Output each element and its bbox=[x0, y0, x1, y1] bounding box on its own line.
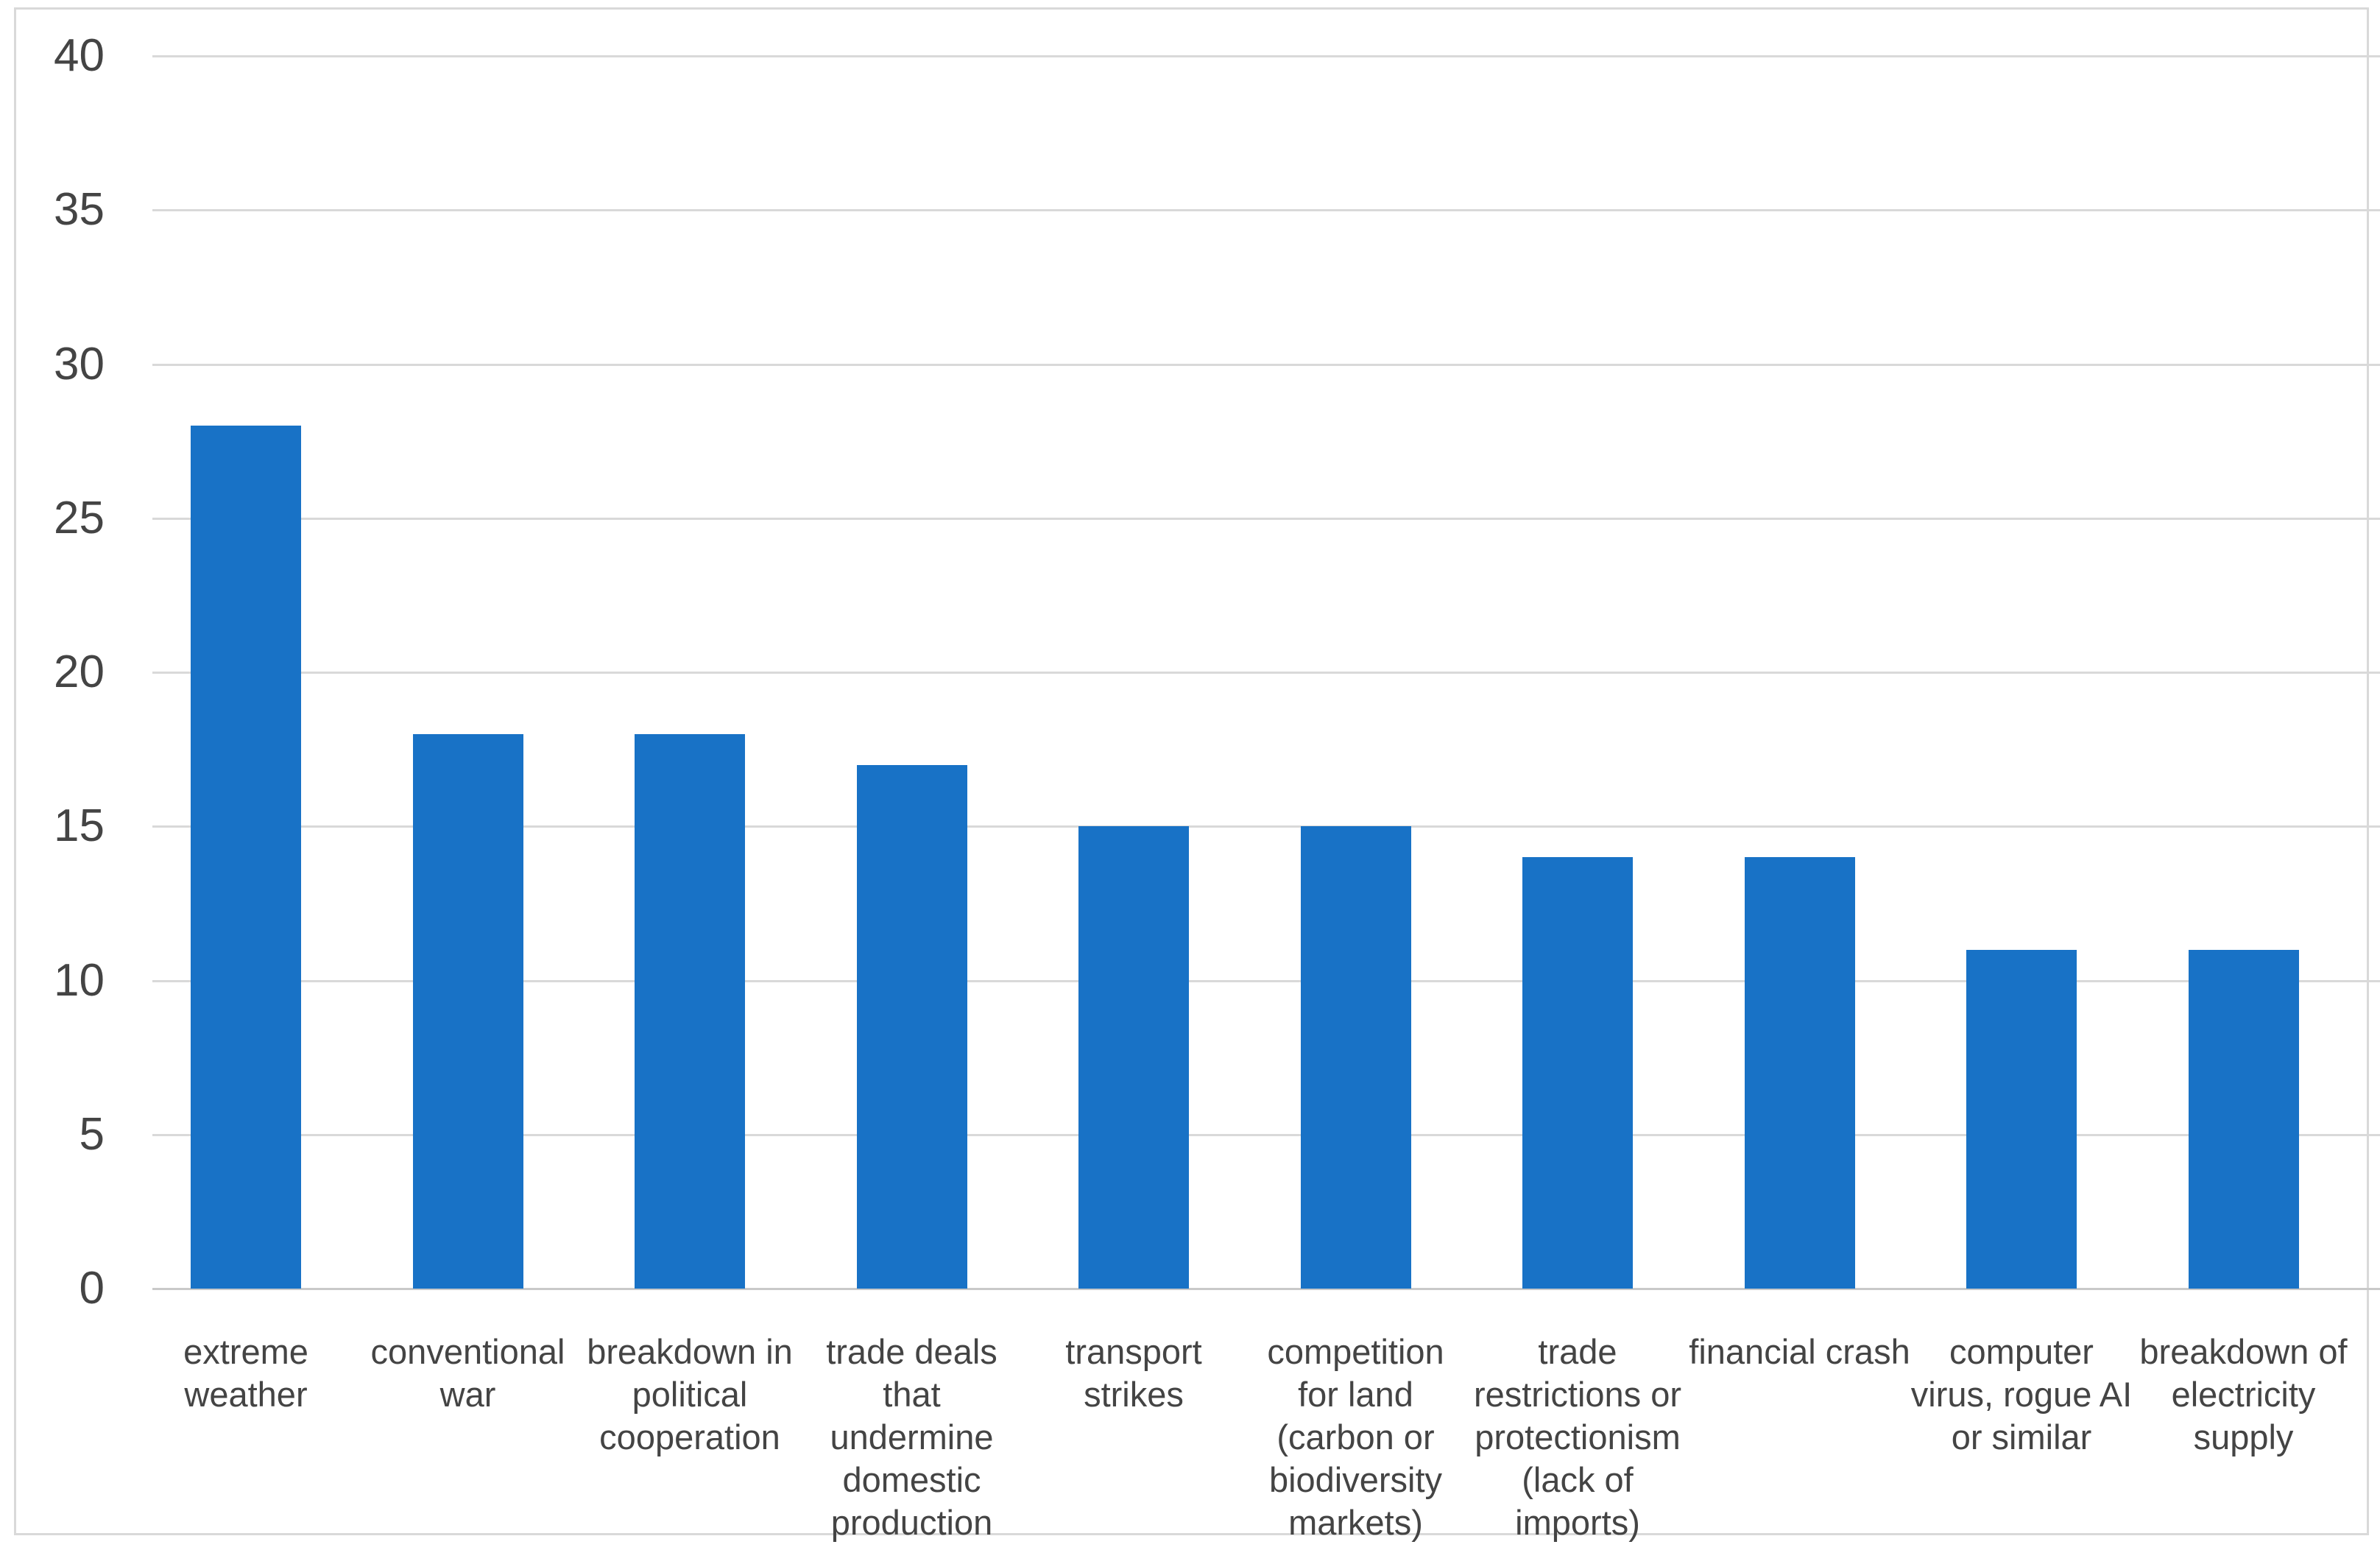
bar-breakdown-of-electricity-supply bbox=[2188, 949, 2299, 1289]
y-axis-tick-label-30: 30 bbox=[54, 338, 105, 390]
y-axis-tick-label-5: 5 bbox=[79, 1108, 105, 1160]
x-axis-tick-label-7: trade restrictions or protectionism (lac… bbox=[1473, 1332, 1682, 1542]
y-axis-tick-label-40: 40 bbox=[54, 30, 105, 81]
x-axis-tick-label-2: conventional war bbox=[370, 1332, 565, 1414]
bar-trade-deals-that-undermine-domestic-production bbox=[856, 764, 967, 1289]
y-axis-tick-label-15: 15 bbox=[54, 800, 105, 852]
gridline-y-5 bbox=[152, 1133, 2380, 1136]
gridline-y-30 bbox=[152, 363, 2380, 366]
bar-financial-crash bbox=[1744, 857, 1855, 1289]
y-axis-tick-label-35: 35 bbox=[54, 184, 105, 236]
bar-transport-strikes bbox=[1078, 826, 1189, 1289]
y-axis-tick-label-25: 25 bbox=[54, 492, 105, 543]
y-axis-tick-label-20: 20 bbox=[54, 647, 105, 697]
x-axis-tick-label-8: financial crash bbox=[1689, 1332, 1910, 1371]
bar-trade-restrictions-or-protectionism-lack-of-imports bbox=[1522, 857, 1633, 1289]
gridline-y-20 bbox=[152, 672, 2380, 674]
gridline-y-15 bbox=[152, 825, 2380, 828]
bar-competition-for-land-carbon-or-biodiversity-markets bbox=[1300, 826, 1411, 1289]
gridline-y-10 bbox=[152, 979, 2380, 982]
chart-frame: 0 5 10 15 20 25 30 35 40 extreme weather conventio… bbox=[14, 7, 2380, 1542]
x-axis-tick-label-3: breakdown in political cooperation bbox=[587, 1332, 793, 1456]
gridline-y-25 bbox=[152, 517, 2380, 520]
bar-breakdown-in-political-cooperation bbox=[635, 733, 745, 1289]
x-axis-tick-label-6: competition for land (carbon or biodiver… bbox=[1267, 1332, 1444, 1542]
bar-computer-virus-rogue-ai-or-similar bbox=[1966, 949, 2077, 1289]
y-axis-tick-label-0: 0 bbox=[79, 1263, 105, 1314]
x-axis-tick-label-10: breakdown of electricity supply bbox=[2139, 1332, 2348, 1456]
y-axis-tick-label-10: 10 bbox=[54, 954, 105, 1006]
x-axis-tick-label-4: trade deals that undermine domestic prod… bbox=[826, 1332, 997, 1542]
gridline-y-40 bbox=[152, 55, 2380, 57]
x-axis-tick-label-1: extreme weather bbox=[183, 1332, 308, 1414]
bar-extreme-weather bbox=[191, 426, 301, 1289]
gridline-y-35 bbox=[152, 209, 2380, 212]
x-axis-tick-label-9: computer virus, rogue AI or similar bbox=[1910, 1332, 2133, 1456]
x-axis-line bbox=[152, 1288, 2380, 1290]
x-axis-tick-label-5: transport strikes bbox=[1065, 1332, 1202, 1414]
bar-conventional-war bbox=[412, 733, 523, 1289]
